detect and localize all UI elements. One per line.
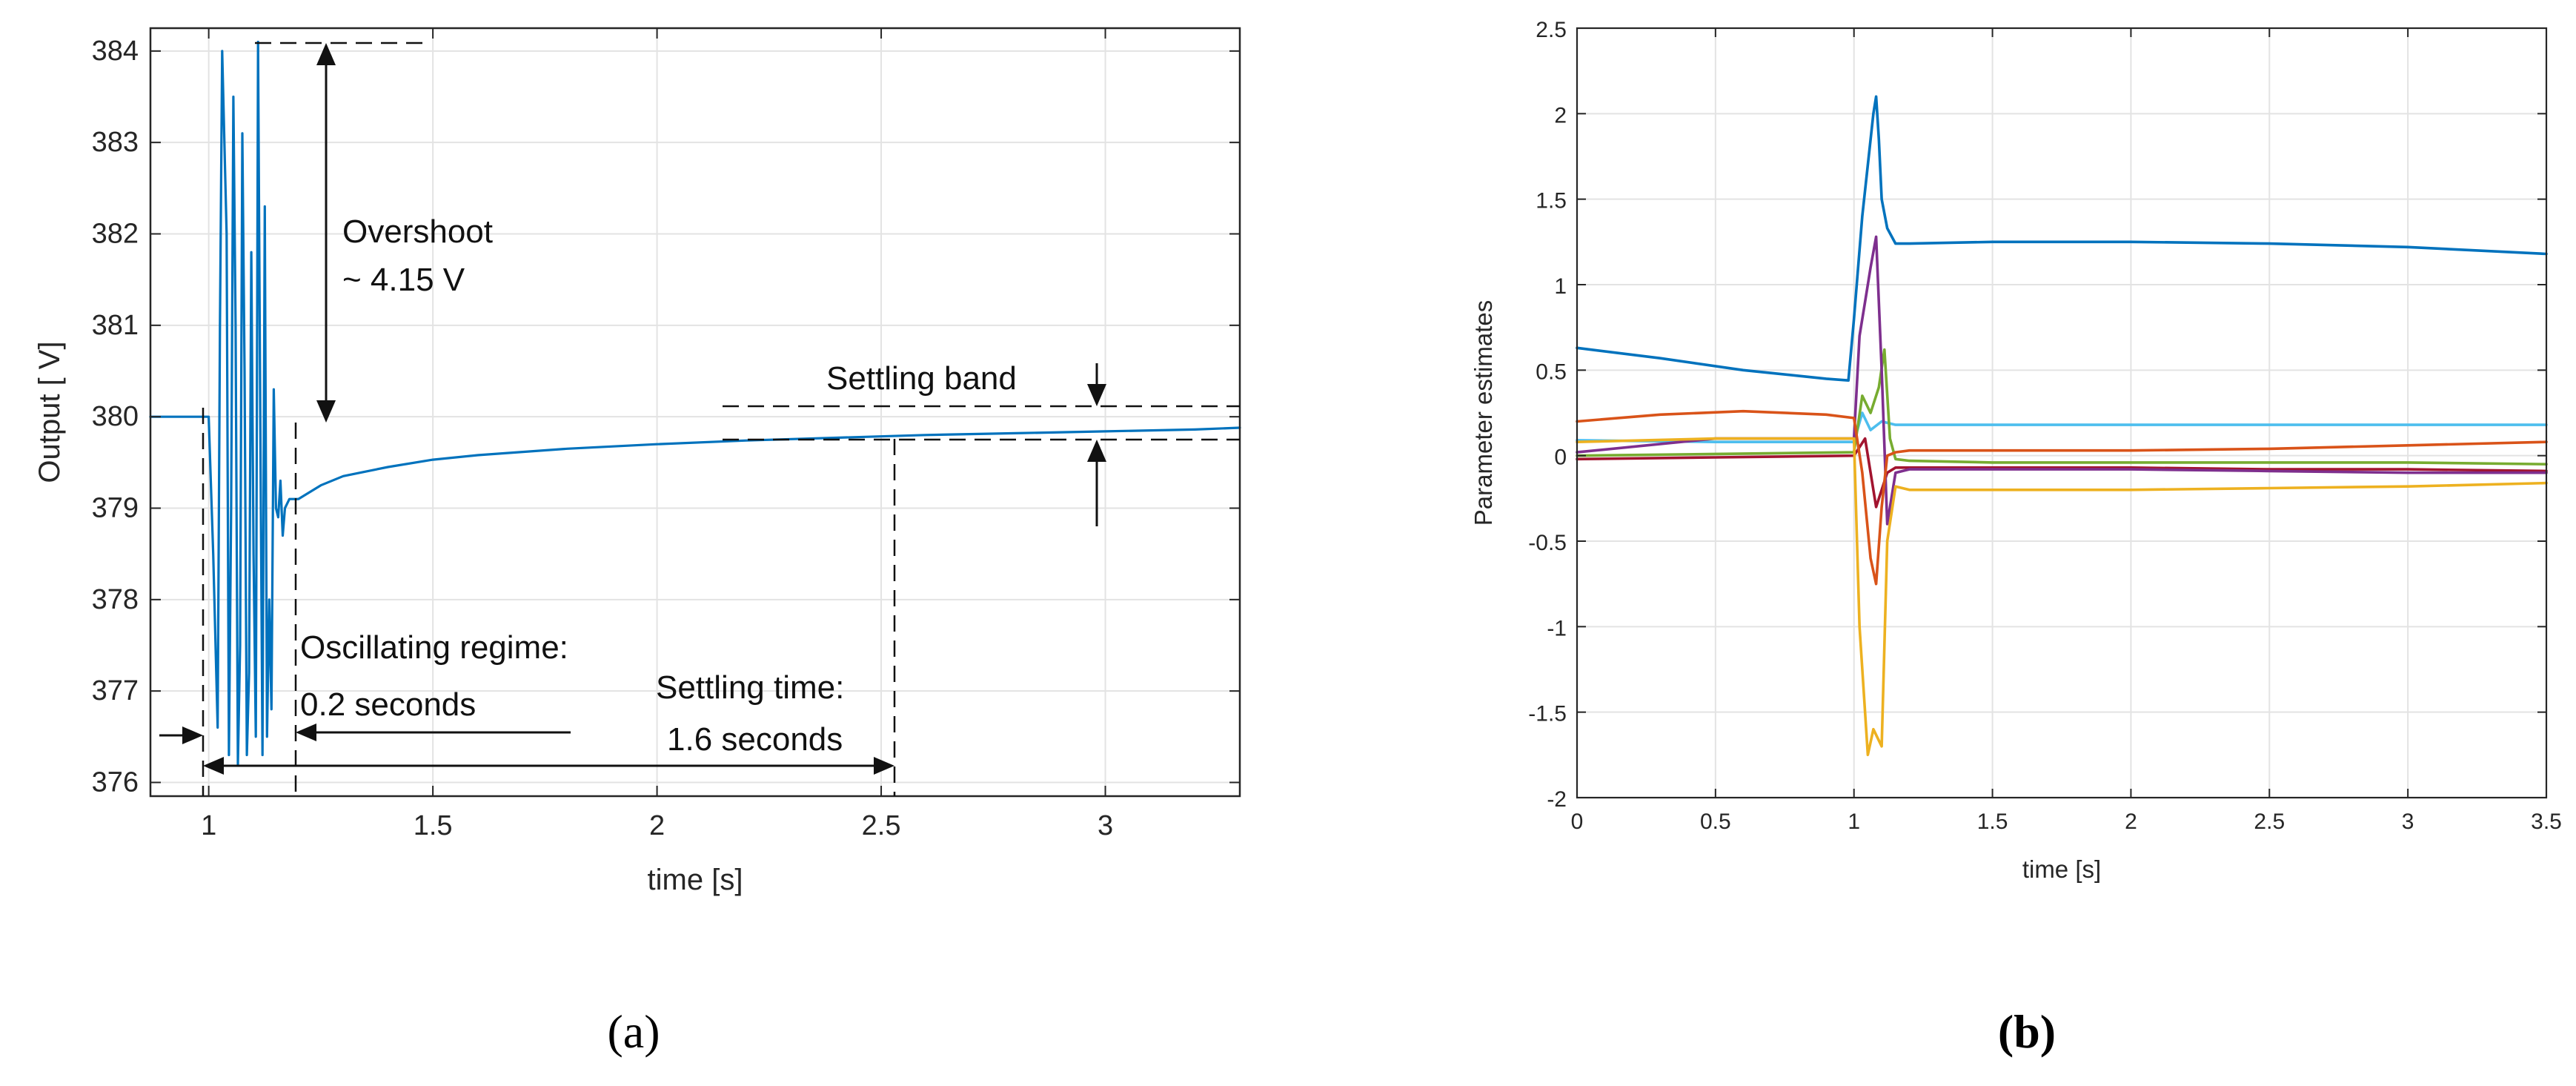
x-tick-label: 0.5 [1700,809,1731,834]
panel-label-b: (b) [1998,1005,2056,1058]
panel-label-a: (a) [607,1005,660,1058]
y-tick-label: 2.5 [1536,18,1567,42]
x-tick-label: 0 [1571,809,1584,834]
annotation-arrows-a [159,43,1106,775]
x-tick-label: 1.5 [414,810,453,841]
x-axis-label-a: time [s] [648,864,743,896]
series-layer-a [149,40,1241,766]
x-tick-label: 3 [1098,810,1113,841]
x-tick-label: 1 [201,810,216,841]
overshoot-arrow-head-down [316,400,336,423]
plot-area-a [150,28,1240,796]
oscillating-label-line2: 0.2 seconds [300,686,476,723]
y-tick-label: 1 [1554,274,1567,299]
x-tick-label: 2 [2125,809,2137,834]
x-tick-label: 3 [2402,809,2414,834]
oscillating-arrow-left-head [182,726,203,744]
y-tick-label: 384 [92,36,139,67]
y-tick-label: 1.5 [1536,189,1567,213]
settling-time-label-line1: Settling time: [656,669,844,706]
x-tick-label: 1 [1848,809,1860,834]
x-tick-label: 2.5 [2254,809,2285,834]
settling-time-label-line2: 1.6 seconds [667,721,843,758]
x-tick-label: 2.5 [862,810,901,841]
settling-band-arrow-bottom-head [1087,440,1106,462]
grid-a [150,28,1240,796]
x-tick-label: 3.5 [2531,809,2562,834]
oscillating-label-line1: Oscillating regime: [300,629,568,666]
series-line-3 [1576,437,2548,757]
overshoot-label-line1: Overshoot [342,213,493,250]
settling-time-arrow-right-head [874,757,894,775]
y-tick-label: 381 [92,310,139,341]
y-tick-label: 382 [92,219,139,250]
x-tick-label: 1.5 [1977,809,2008,834]
y-tick-label: 0.5 [1536,360,1567,384]
axes-frame-b [1576,27,2548,799]
chart-panel-a: 1 1.5 2 2.5 3 376 377 378 379 380 381 382 383 384 [33,27,1241,1058]
settling-band-label: Settling band [826,360,1017,397]
y-tick-label: 379 [92,493,139,524]
overshoot-arrow-head-up [316,43,336,65]
series-line-4 [1576,235,2548,526]
series-layer-b [1576,95,2548,757]
settling-band-arrow-top-head [1087,384,1106,406]
series-line-1 [1576,95,2548,383]
axes-frame-a [149,27,1241,798]
series-line-1 [149,40,1241,766]
y-tick-label: -1.5 [1528,702,1567,726]
y-axis-label-b: Parameter estimates [1470,300,1497,526]
oscillating-arrow-right-head [296,724,316,741]
y-axis-label-a: Output [ V] [33,341,66,483]
x-tick-label: 2 [649,810,665,841]
settling-time-arrow-left-head [203,757,224,775]
y-tick-label: 2 [1554,103,1567,128]
series-line-2 [1576,409,2548,586]
x-axis-label-b: time [s] [2022,855,2101,883]
y-tick-label: -2 [1547,787,1567,812]
overshoot-label-line2: ~ 4.15 V [342,262,465,298]
y-tick-label: 377 [92,675,139,706]
chart-panel-b: 0 0.5 1 1.5 2 2.5 3 3.5 -2 -1.5 -1 -0.5 0 0.5 1 1.5 2 2.5… [1470,18,2562,1058]
ticks-b: 0 0.5 1 1.5 2 2.5 3 3.5 -2 -1.5 -1 -0.5 0 0.5 1 1.5 2 2.5 [1528,18,2562,834]
annotation-guides-a [202,42,1240,796]
ticks-a: 1 1.5 2 2.5 3 376 377 378 379 380 381 382 383 384 [92,28,1240,841]
plot-area-b [1577,28,2546,798]
y-tick-label: 378 [92,584,139,615]
y-tick-label: 383 [92,127,139,158]
y-tick-label: -0.5 [1528,531,1567,555]
y-tick-label: 0 [1554,446,1567,470]
y-tick-label: -1 [1547,616,1567,640]
y-tick-label: 380 [92,401,139,432]
y-tick-label: 376 [92,767,139,798]
